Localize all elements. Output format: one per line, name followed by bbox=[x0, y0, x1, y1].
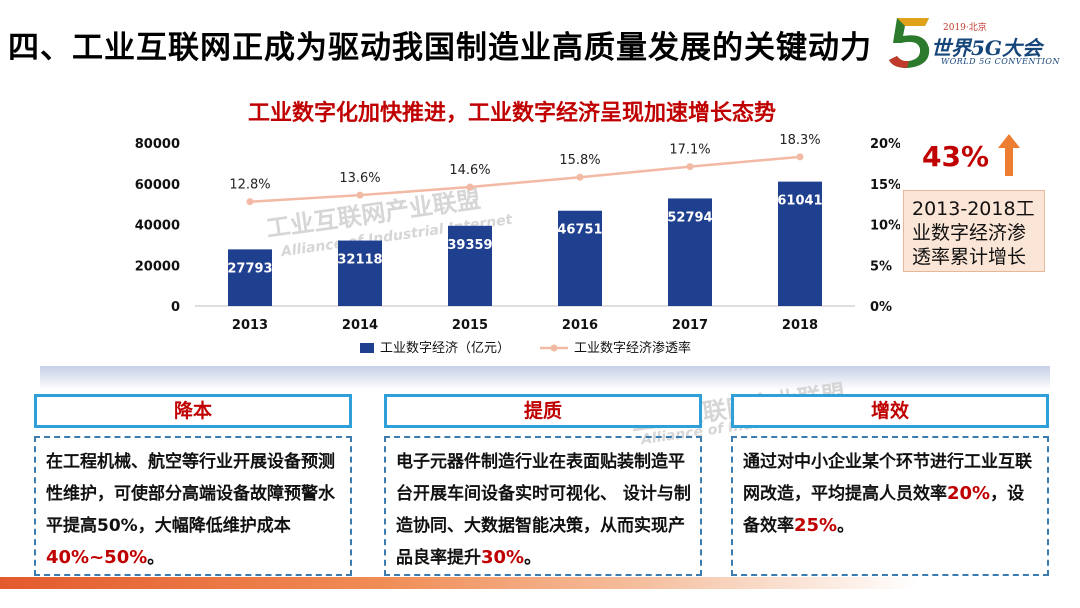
y2-tick-label: 20% bbox=[870, 137, 900, 152]
bar bbox=[228, 249, 272, 306]
panel-text-end: 。 bbox=[147, 548, 165, 568]
line-value-label: 12.8% bbox=[229, 178, 270, 193]
panel-header-label: 增效 bbox=[870, 400, 909, 422]
callout-box: 2013-2018工业数字经济渗透率累计增长 bbox=[903, 190, 1045, 272]
line-point bbox=[246, 198, 254, 206]
bar bbox=[558, 210, 602, 306]
footer-decoration-bar bbox=[0, 577, 1080, 589]
bar-value-label: 61041 bbox=[777, 194, 822, 209]
line-point bbox=[796, 153, 804, 161]
y2-tick-label: 15% bbox=[870, 178, 900, 193]
logo-big-text: 世界5G大会 bbox=[931, 36, 1042, 60]
bar bbox=[338, 240, 382, 306]
x-tick-label: 2016 bbox=[562, 318, 598, 333]
y-tick-label: 60000 bbox=[135, 178, 180, 193]
penetration-rate-line bbox=[249, 155, 801, 203]
panel-body-efficiency: 通过对中小企业某个环节进行工业互联网改造，平均提高人员效率20%，设备效率25%… bbox=[731, 436, 1049, 576]
line-point bbox=[686, 163, 694, 171]
callout-value: 43% bbox=[922, 140, 990, 173]
legend-label-bar: 工业数字经济（亿元） bbox=[380, 341, 510, 356]
panel-body-quality: 电子元器件制造行业在表面贴装制造平台开展车间设备实时可视化、 设计与制造协同、大… bbox=[384, 436, 702, 576]
panel-body-cost: 在工程机械、航空等行业开展设备预测性维护，可使部分高端设备故障预警水平提高50%… bbox=[34, 436, 352, 576]
panel-header-label: 提质 bbox=[523, 400, 562, 422]
x-tick-label: 2014 bbox=[342, 318, 378, 333]
panel-text-mid: ，设备效率 bbox=[743, 484, 1025, 536]
legend-swatch-bar bbox=[360, 343, 374, 353]
bar-value-label: 39359 bbox=[447, 238, 492, 253]
bar bbox=[448, 225, 492, 306]
panel-text-end: 。 bbox=[837, 516, 855, 536]
line-value-label: 13.6% bbox=[339, 171, 380, 186]
panel-highlight: 40%~50% bbox=[46, 547, 148, 568]
line-value-label: 18.3% bbox=[779, 133, 820, 148]
panel-text: 通过对中小企业某个环节进行工业互联网改造，平均提高人员效率 bbox=[743, 452, 1032, 504]
panel-text-end: 。 bbox=[524, 548, 542, 568]
line-point bbox=[356, 191, 364, 199]
legend-label-line: 工业数字经济渗透率 bbox=[574, 340, 691, 356]
bar-value-label: 32118 bbox=[337, 253, 382, 268]
combo-chart: 0 20000 40000 60000 80000 0% 5% 10% 15% 20% 27793 2… bbox=[135, 133, 900, 356]
five-emblem-icon bbox=[889, 18, 930, 68]
panel-header-cost: 降本 bbox=[34, 394, 352, 428]
y2-tick-label: 0% bbox=[870, 300, 892, 315]
panel-text: 电子元器件制造行业在表面贴装制造平台开展车间设备实时可视化、 设计与制造协同、大… bbox=[396, 452, 691, 568]
line-value-label: 14.6% bbox=[449, 163, 490, 178]
panel-header-quality: 提质 bbox=[384, 394, 702, 428]
y-tick-label: 0 bbox=[171, 300, 180, 315]
chart-title: 工业数字化加快推进，工业数字经济呈现加速增长态势 bbox=[248, 101, 777, 126]
panel-highlight: 20% bbox=[947, 483, 991, 504]
logo-en-text: WORLD 5G CONVENTION bbox=[941, 57, 1060, 66]
line-value-label: 15.8% bbox=[559, 153, 600, 168]
panel-header-label: 降本 bbox=[173, 400, 212, 422]
y2-tick-label: 5% bbox=[870, 259, 892, 274]
panel-header-efficiency: 增效 bbox=[731, 394, 1049, 428]
line-value-label: 17.1% bbox=[669, 143, 710, 158]
bar-value-label: 46751 bbox=[557, 223, 602, 238]
logo-small-text: 2019·北京 bbox=[943, 23, 987, 33]
legend-swatch-point bbox=[550, 344, 558, 352]
callout-text: 2013-2018工业数字经济渗透率累计增长 bbox=[912, 198, 1035, 268]
y-tick-label: 40000 bbox=[135, 219, 180, 234]
up-arrow-icon bbox=[998, 134, 1020, 176]
y2-tick-label: 10% bbox=[870, 219, 900, 234]
x-tick-label: 2013 bbox=[232, 318, 268, 333]
panel-highlight-2: 25% bbox=[794, 515, 838, 536]
panel-highlight: 30% bbox=[481, 547, 525, 568]
decorative-band bbox=[40, 366, 1050, 390]
x-tick-label: 2017 bbox=[672, 318, 708, 333]
bar-value-label: 27793 bbox=[227, 261, 272, 276]
bar-value-label: 52794 bbox=[667, 210, 712, 225]
line-point bbox=[466, 183, 474, 191]
page-title: 四、工业互联网正成为驱动我国制造业高质量发展的关键动力 bbox=[8, 30, 872, 66]
line-point bbox=[576, 173, 584, 181]
world-5g-convention-logo: 2019·北京 世界5G大会 WORLD 5G CONVENTION bbox=[885, 12, 1065, 70]
panel-text: 在工程机械、航空等行业开展设备预测性维护，可使部分高端设备故障预警水平提高50%… bbox=[46, 452, 335, 536]
y-tick-label: 80000 bbox=[135, 137, 180, 152]
bar bbox=[778, 181, 822, 306]
y-tick-label: 20000 bbox=[135, 259, 180, 274]
bar bbox=[668, 198, 712, 306]
x-tick-label: 2015 bbox=[452, 318, 488, 333]
x-tick-label: 2018 bbox=[782, 318, 818, 333]
